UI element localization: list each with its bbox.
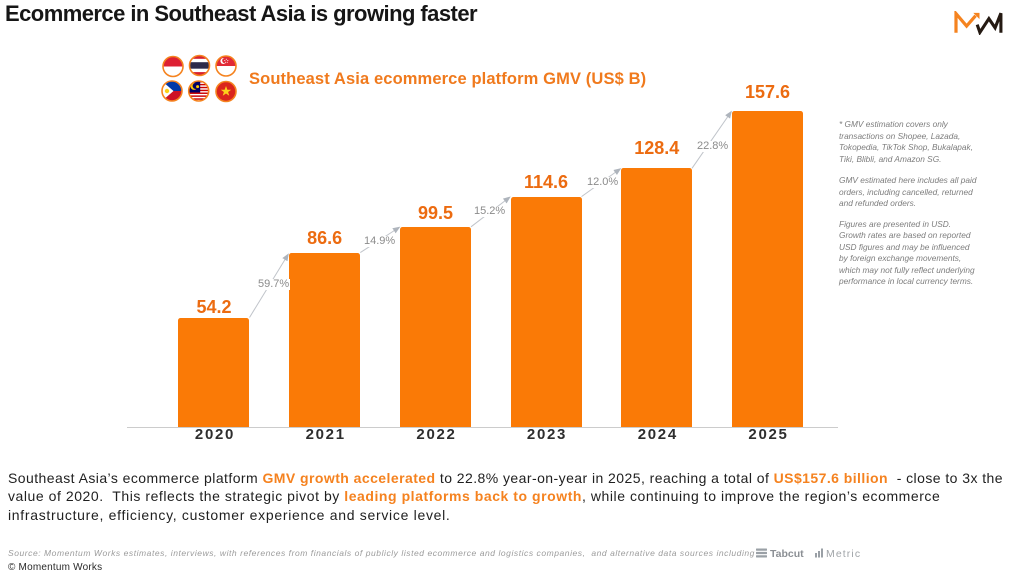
svg-text:Tabcut: Tabcut [770, 548, 804, 559]
svg-text:Metric: Metric [826, 548, 861, 559]
